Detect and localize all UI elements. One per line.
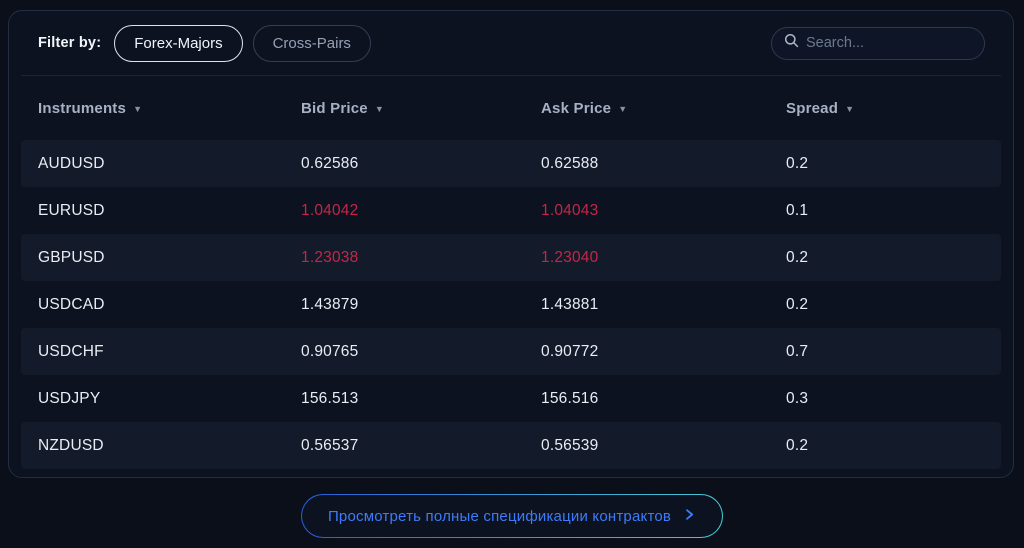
search-box[interactable] xyxy=(771,26,985,60)
table-row[interactable]: USDCAD 1.43879 1.43881 0.2 xyxy=(21,281,1001,328)
table-row[interactable]: GBPUSD 1.23038 1.23040 0.2 xyxy=(21,234,1001,281)
cta-label: Просмотреть полные спецификации контракт… xyxy=(327,507,672,525)
ask-price-cell: 1.23040 xyxy=(541,248,599,266)
instruments-panel: Filter by: Forex-Majors Cross-Pairs Inst… xyxy=(8,10,1014,478)
bid-price-cell: 1.43879 xyxy=(301,295,359,313)
filter-by-label: Filter by: xyxy=(38,35,102,51)
table-row[interactable]: NZDUSD 0.56537 0.56539 0.2 xyxy=(21,422,1001,469)
sort-down-icon: ▼ xyxy=(133,103,143,114)
bid-price-cell: 156.513 xyxy=(301,389,359,407)
instrument-cell: GBPUSD xyxy=(38,248,105,266)
spread-cell: 0.2 xyxy=(786,154,809,172)
ask-price-cell: 1.43881 xyxy=(541,295,599,313)
ask-price-cell: 0.56539 xyxy=(541,436,599,454)
bid-price-cell: 0.56537 xyxy=(301,436,359,454)
view-contract-specifications-button[interactable]: Просмотреть полные спецификации контракт… xyxy=(301,494,723,538)
table-row[interactable]: USDCHF 0.90765 0.90772 0.7 xyxy=(21,328,1001,375)
sort-down-icon: ▼ xyxy=(374,103,384,114)
search-input[interactable] xyxy=(806,35,972,51)
spread-cell: 0.2 xyxy=(786,436,809,454)
search-icon xyxy=(784,33,799,53)
instrument-cell: NZDUSD xyxy=(38,436,104,454)
table-header: Instruments ▼ Bid Price ▼ Ask Price ▼ Sp… xyxy=(21,76,1001,140)
ask-price-cell: 0.90772 xyxy=(541,342,599,360)
bid-price-cell: 0.62586 xyxy=(301,154,359,172)
column-header-instruments[interactable]: Instruments ▼ xyxy=(38,99,143,117)
footer: Просмотреть полные спецификации контракт… xyxy=(0,494,1024,538)
spread-cell: 0.2 xyxy=(786,295,809,313)
bid-price-cell: 1.23038 xyxy=(301,248,359,266)
instrument-cell: EURUSD xyxy=(38,201,105,219)
sort-down-icon: ▼ xyxy=(845,103,855,114)
table-body: AUDUSD 0.62586 0.62588 0.2 EURUSD 1.0404… xyxy=(21,140,1001,469)
ask-price-cell: 1.04043 xyxy=(541,201,599,219)
instrument-cell: AUDUSD xyxy=(38,154,105,172)
instrument-cell: USDCAD xyxy=(38,295,105,313)
filter-bar: Filter by: Forex-Majors Cross-Pairs xyxy=(21,11,1001,76)
instrument-cell: USDCHF xyxy=(38,342,104,360)
filter-pill-label: Cross-Pairs xyxy=(272,34,351,52)
chevron-right-icon xyxy=(683,508,696,525)
spread-cell: 0.1 xyxy=(786,201,809,219)
spread-cell: 0.7 xyxy=(786,342,809,360)
table-row[interactable]: EURUSD 1.04042 1.04043 0.1 xyxy=(21,187,1001,234)
column-header-ask-price[interactable]: Ask Price ▼ xyxy=(541,99,628,117)
filter-pill-cross-pairs[interactable]: Cross-Pairs xyxy=(252,24,371,62)
sort-down-icon: ▼ xyxy=(618,103,628,114)
filter-pill-label: Forex-Majors xyxy=(134,34,223,52)
instrument-cell: USDJPY xyxy=(38,389,101,407)
ask-price-cell: 156.516 xyxy=(541,389,599,407)
ask-price-cell: 0.62588 xyxy=(541,154,599,172)
spread-cell: 0.2 xyxy=(786,248,809,266)
table-row[interactable]: AUDUSD 0.62586 0.62588 0.2 xyxy=(21,140,1001,187)
bid-price-cell: 1.04042 xyxy=(301,201,359,219)
bid-price-cell: 0.90765 xyxy=(301,342,359,360)
column-header-bid-price[interactable]: Bid Price ▼ xyxy=(301,99,384,117)
spread-cell: 0.3 xyxy=(786,389,809,407)
table-row[interactable]: USDJPY 156.513 156.516 0.3 xyxy=(21,375,1001,422)
filter-pill-forex-majors[interactable]: Forex-Majors xyxy=(114,24,243,62)
column-header-spread[interactable]: Spread ▼ xyxy=(786,99,855,117)
